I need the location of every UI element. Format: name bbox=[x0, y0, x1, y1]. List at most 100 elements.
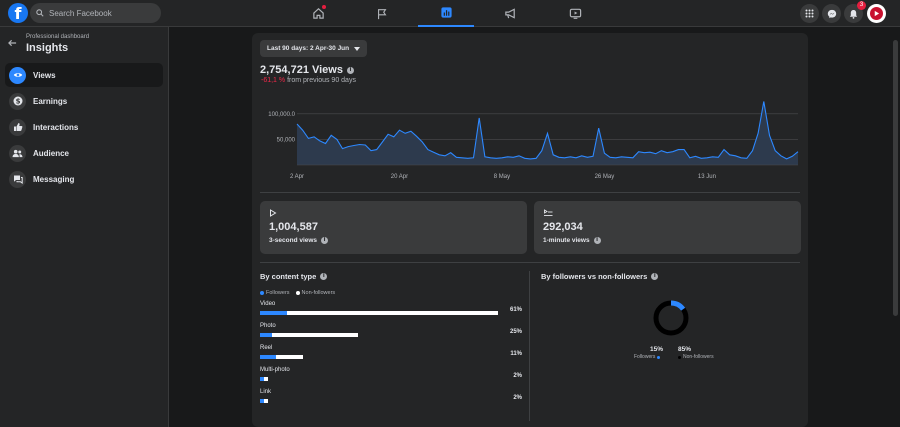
top-bar: f 3 bbox=[0, 0, 900, 27]
content-type-label: Multi-photo bbox=[260, 367, 290, 373]
dollar-icon: $ bbox=[13, 96, 22, 106]
dashboard-label: Professional dashboard bbox=[26, 34, 90, 40]
legend-non-followers: Non-followers bbox=[295, 290, 336, 296]
grid-menu-icon bbox=[805, 9, 814, 18]
notifications-count: 3 bbox=[857, 1, 866, 10]
content-type-bar bbox=[260, 377, 268, 381]
sidebar-item-interactions[interactable]: Interactions bbox=[5, 115, 163, 139]
eye-icon bbox=[13, 73, 22, 77]
x-tick-label: 13 Jun bbox=[698, 174, 716, 180]
content-type-bar bbox=[260, 333, 358, 337]
home-notification-dot bbox=[322, 5, 326, 9]
bell-icon bbox=[849, 9, 858, 19]
content-type-row: Link 2% bbox=[260, 389, 522, 411]
facebook-logo[interactable]: f bbox=[8, 3, 28, 23]
content-type-percent: 11% bbox=[510, 351, 522, 357]
views-total-value: 2,754,721 Views bbox=[260, 64, 343, 76]
info-icon[interactable]: i bbox=[320, 273, 328, 280]
content-type-percent: 61% bbox=[509, 307, 522, 313]
stat-label-text: 1-minute views bbox=[543, 237, 590, 244]
non-followers-bar-segment bbox=[263, 377, 268, 381]
sidebar-item-label: Audience bbox=[33, 148, 70, 158]
info-icon[interactable]: i bbox=[593, 237, 601, 244]
content-type-bar bbox=[260, 311, 498, 315]
content-type-label: Reel bbox=[260, 345, 273, 351]
stat-card-3-second-views: 1,004,587 3-second views i bbox=[260, 201, 527, 254]
content-type-bar bbox=[260, 355, 303, 359]
back-arrow-icon[interactable] bbox=[8, 39, 17, 47]
info-icon[interactable]: i bbox=[651, 273, 659, 280]
non-followers-label-text: Non-followers bbox=[683, 354, 714, 360]
x-tick-label: 20 Apr bbox=[391, 174, 408, 180]
content-type-label: Video bbox=[260, 301, 276, 307]
sidebar-item-earnings[interactable]: $ Earnings bbox=[5, 89, 163, 113]
search-icon bbox=[36, 9, 44, 17]
content-type-percent: 2% bbox=[513, 373, 522, 379]
stat-label-text: 3-second views bbox=[269, 237, 318, 244]
stat-value: 292,034 bbox=[543, 221, 583, 233]
megaphone-icon bbox=[504, 8, 515, 19]
stat-label: 3-second views i bbox=[269, 237, 329, 244]
sidebar-item-audience[interactable]: Audience bbox=[5, 141, 163, 165]
followers-split-title-text: By followers vs non-followers bbox=[541, 272, 648, 281]
divider bbox=[260, 192, 800, 193]
home-icon bbox=[312, 8, 324, 19]
vertical-divider bbox=[529, 271, 530, 421]
views-change-percent: -61,1 % bbox=[261, 77, 286, 84]
sidebar: Professional dashboard Insights Views $ … bbox=[0, 27, 169, 427]
page-title: Insights bbox=[26, 42, 69, 54]
sidebar-item-messaging[interactable]: Messaging bbox=[5, 167, 163, 191]
legend-label: Followers bbox=[266, 290, 290, 296]
followers-bar-segment bbox=[260, 355, 276, 359]
thumbs-up-icon bbox=[13, 123, 22, 131]
nav-home[interactable] bbox=[290, 0, 346, 27]
content-type-row: Multi-photo 2% bbox=[260, 367, 522, 389]
svg-text:$: $ bbox=[15, 98, 20, 106]
caret-down-icon bbox=[354, 46, 361, 51]
timer-list-icon bbox=[544, 209, 553, 216]
info-icon[interactable]: i bbox=[321, 237, 329, 244]
x-tick-label: 2 Apr bbox=[290, 174, 304, 180]
non-followers-percent: 85% bbox=[678, 346, 692, 353]
x-tick-label: 8 May bbox=[494, 174, 510, 180]
insights-icon bbox=[440, 7, 452, 18]
non-followers-bar-segment bbox=[263, 399, 268, 403]
followers-label-text: Followers bbox=[634, 354, 656, 360]
legend-label: Non-followers bbox=[301, 290, 336, 296]
y-tick-label: 50,000 bbox=[277, 137, 296, 143]
y-tick-label: 100,000.0 bbox=[268, 112, 295, 118]
views-change-suffix: from previous 90 days bbox=[287, 77, 356, 84]
content-type-title-text: By content type bbox=[260, 272, 317, 281]
info-icon[interactable]: i bbox=[346, 66, 354, 74]
followers-donut-chart bbox=[653, 300, 689, 336]
date-range-dropdown[interactable]: Last 90 days: 2 Apr-30 Jun bbox=[260, 40, 368, 57]
followers-bar-segment bbox=[260, 333, 272, 337]
nav-pages[interactable] bbox=[354, 0, 410, 27]
followers-bar-segment bbox=[260, 377, 264, 381]
followers-split-title: By followers vs non-followers i bbox=[541, 272, 659, 281]
sidebar-item-views[interactable]: Views bbox=[5, 63, 163, 87]
messenger-icon bbox=[827, 9, 836, 18]
content-type-row: Reel 11% bbox=[260, 345, 522, 367]
non-followers-bar-segment bbox=[287, 311, 498, 315]
non-followers-dot bbox=[678, 355, 681, 359]
search-box[interactable] bbox=[30, 3, 161, 23]
views-area bbox=[297, 101, 798, 165]
search-input[interactable] bbox=[49, 8, 149, 18]
nav-ads[interactable] bbox=[482, 0, 538, 27]
notifications-button[interactable]: 3 bbox=[844, 1, 866, 23]
nav-insights[interactable] bbox=[418, 0, 474, 27]
non-followers-bar-segment bbox=[275, 355, 303, 359]
followers-percent: 15% bbox=[650, 346, 664, 353]
divider bbox=[260, 262, 800, 263]
avatar-image bbox=[870, 7, 883, 20]
menu-button[interactable] bbox=[800, 4, 819, 23]
page-scrollbar[interactable] bbox=[893, 40, 898, 316]
nav-video[interactable] bbox=[547, 0, 603, 27]
legend-dot bbox=[295, 291, 300, 295]
stat-card-1-minute-views: 292,034 1-minute views i bbox=[534, 201, 801, 254]
profile-avatar[interactable] bbox=[867, 4, 886, 23]
messenger-button[interactable] bbox=[822, 4, 841, 23]
content-type-title: By content type i bbox=[260, 272, 328, 281]
non-followers-label: Non-followers bbox=[678, 354, 714, 360]
